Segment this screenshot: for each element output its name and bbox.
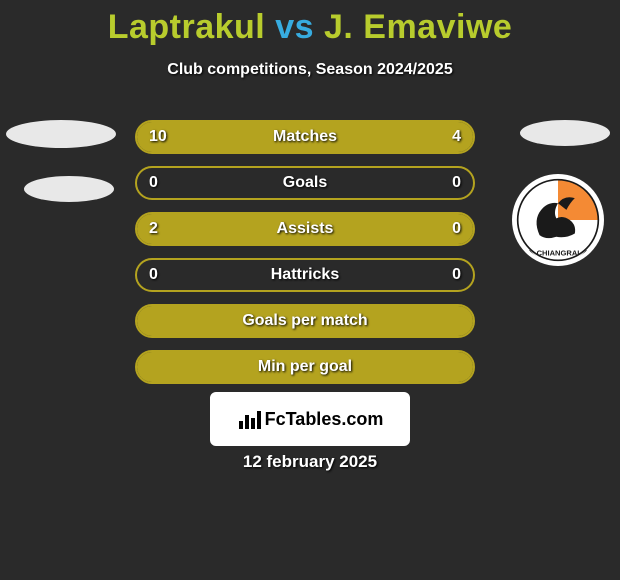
stat-row: Goals per match (135, 304, 475, 338)
stat-value-right: 0 (452, 168, 461, 198)
club-logo-placeholder-right-1 (520, 120, 610, 146)
stat-fill-left (137, 214, 473, 244)
stats-container: 104Matches00Goals20Assists00HattricksGoa… (135, 120, 475, 396)
club-badge-chiangrai: CHIANGRAI (516, 178, 600, 262)
stat-value-left: 0 (149, 260, 158, 290)
stat-value-right: 0 (452, 260, 461, 290)
stat-fill-left (137, 122, 376, 152)
stat-fill-left (137, 306, 473, 336)
player1-name: Laptrakul (108, 8, 266, 46)
stat-row: 0 0Hattricks (135, 258, 475, 292)
club-logo-placeholder-left-1 (6, 120, 116, 148)
club-logo-placeholder-left-2 (24, 176, 114, 202)
stat-value-left: 0 (149, 168, 158, 198)
stat-value-left: 10 (149, 122, 167, 152)
stat-label: Goals (137, 168, 473, 198)
stat-row: Min per goal (135, 350, 475, 384)
brand-label: FcTables.com (265, 409, 384, 430)
brand-badge: FcTables.com (210, 392, 410, 446)
svg-text:CHIANGRAI: CHIANGRAI (537, 248, 580, 257)
stat-value-right: 4 (452, 122, 461, 152)
player2-name: J. Emaviwe (324, 8, 512, 46)
date-label: 12 february 2025 (0, 452, 620, 472)
chiangrai-icon: CHIANGRAI (516, 178, 600, 262)
bar-chart-icon (237, 407, 261, 431)
page-title: Laptrakul vs J. Emaviwe (0, 0, 620, 47)
stat-value-left: 2 (149, 214, 158, 244)
stat-row: 104Matches (135, 120, 475, 154)
vs-label: vs (275, 8, 314, 46)
stat-row: 20Assists (135, 212, 475, 246)
stat-label: Hattricks (137, 260, 473, 290)
stat-row: 0 0Goals (135, 166, 475, 200)
subtitle: Club competitions, Season 2024/2025 (0, 61, 620, 79)
stat-fill-left (137, 352, 473, 382)
stat-value-right: 0 (452, 214, 461, 244)
